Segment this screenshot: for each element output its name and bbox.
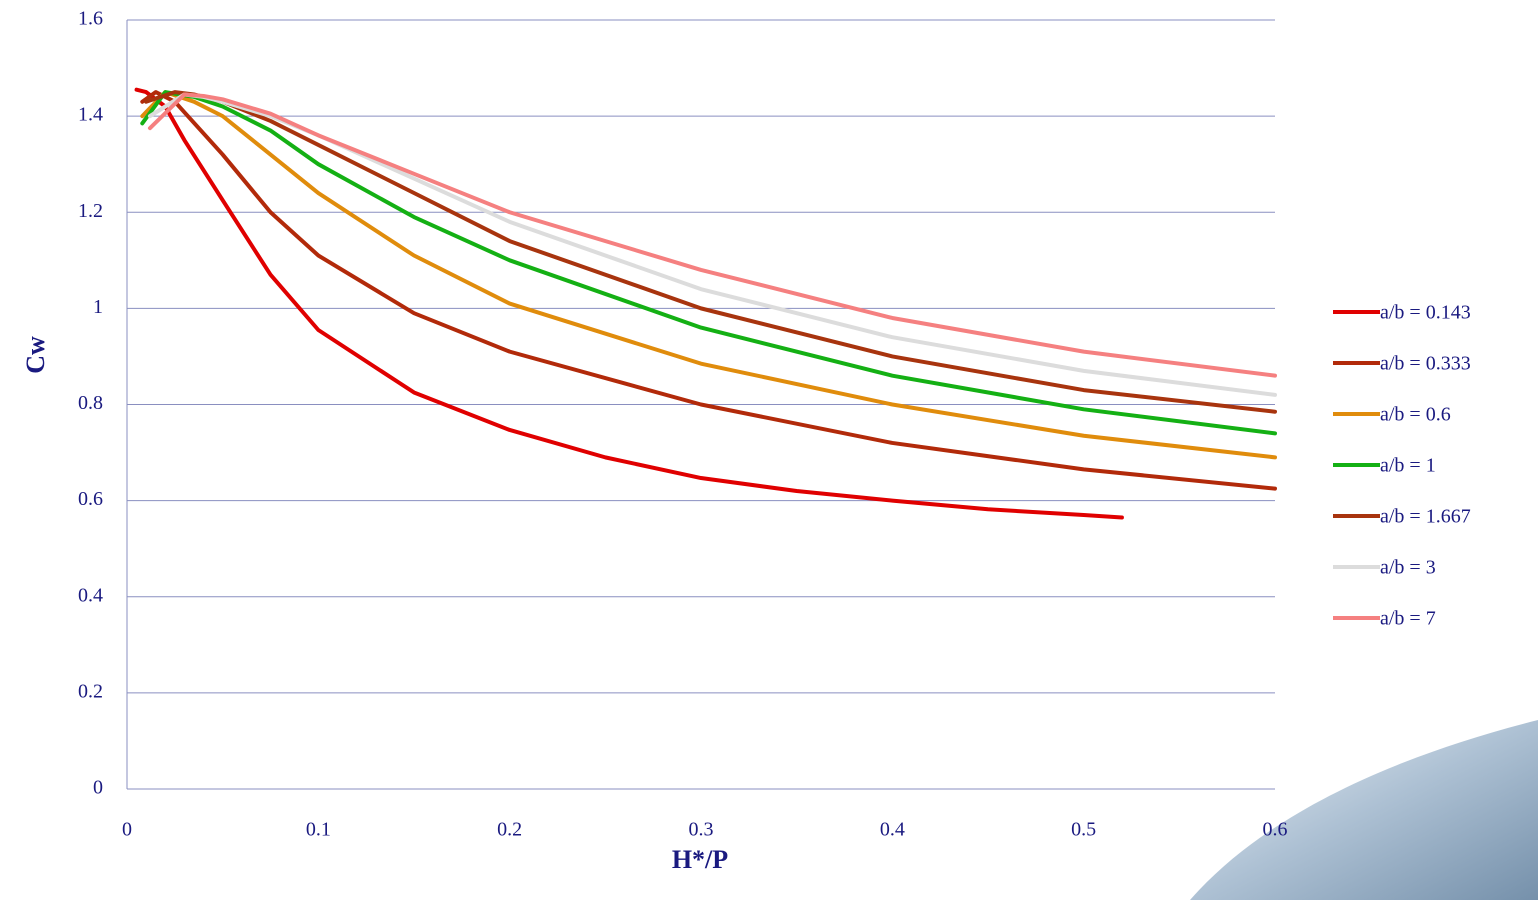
- x-tick-label: 0.6: [1263, 819, 1288, 841]
- y-tick-label: 0.8: [78, 392, 103, 414]
- legend-label: a/b = 0.143: [1380, 302, 1471, 324]
- x-tick-label: 0.3: [689, 819, 714, 841]
- series-line: [147, 92, 1277, 378]
- y-tick-label: 1.4: [78, 104, 103, 126]
- x-tick-label: 0: [122, 819, 132, 841]
- y-tick-label: 0.4: [78, 584, 103, 606]
- y-tick-label: 0: [93, 777, 103, 799]
- y-tick-label: 1.6: [78, 8, 103, 30]
- background-decoration: [1190, 720, 1538, 900]
- x-tick-label: 0.4: [880, 819, 905, 841]
- legend-label: a/b = 7: [1380, 608, 1436, 630]
- series-line: [134, 87, 1124, 520]
- x-tick-label: 0.5: [1071, 819, 1096, 841]
- legend-label: a/b = 0.6: [1380, 404, 1451, 426]
- legend-label: a/b = 1.667: [1380, 506, 1471, 528]
- x-tick-label: 0.1: [306, 819, 331, 841]
- y-axis-title: Cw: [21, 336, 50, 374]
- x-axis-title: H*/P: [672, 845, 728, 874]
- y-tick-label: 0.2: [78, 680, 103, 702]
- y-tick-label: 0.6: [78, 488, 103, 510]
- legend-label: a/b = 3: [1380, 557, 1436, 579]
- legend-label: a/b = 0.333: [1380, 353, 1471, 375]
- series-line: [147, 92, 1277, 397]
- series-line: [140, 90, 1277, 460]
- series-line: [140, 90, 1277, 491]
- y-tick-label: 1: [93, 296, 103, 318]
- y-tick-label: 1.2: [78, 200, 103, 222]
- legend-label: a/b = 1: [1380, 455, 1436, 477]
- x-tick-label: 0.2: [497, 819, 522, 841]
